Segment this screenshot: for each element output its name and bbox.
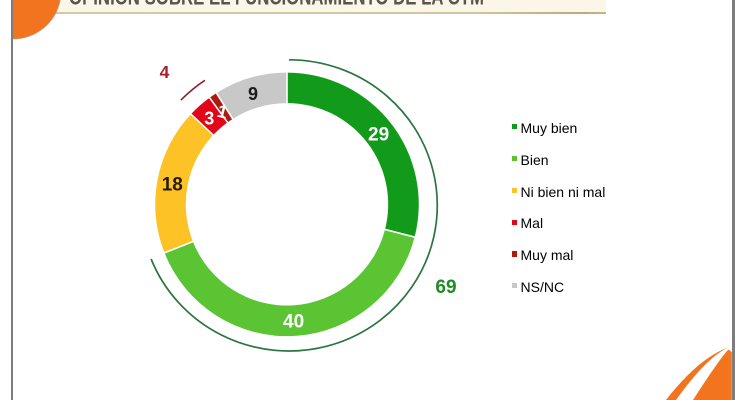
svg-text:4: 4 <box>160 62 170 82</box>
svg-text:9: 9 <box>248 84 258 104</box>
svg-text:3: 3 <box>204 108 214 128</box>
svg-text:OPINIÓN SOBRE EL FUNCIONAMIENT: OPINIÓN SOBRE EL FUNCIONAMIENTO DE LA CT… <box>69 0 484 9</box>
svg-text:18: 18 <box>162 174 183 195</box>
svg-text:1: 1 <box>215 101 230 123</box>
svg-text:40: 40 <box>283 312 304 333</box>
svg-text:29: 29 <box>368 125 389 146</box>
svg-text:69: 69 <box>435 277 456 298</box>
